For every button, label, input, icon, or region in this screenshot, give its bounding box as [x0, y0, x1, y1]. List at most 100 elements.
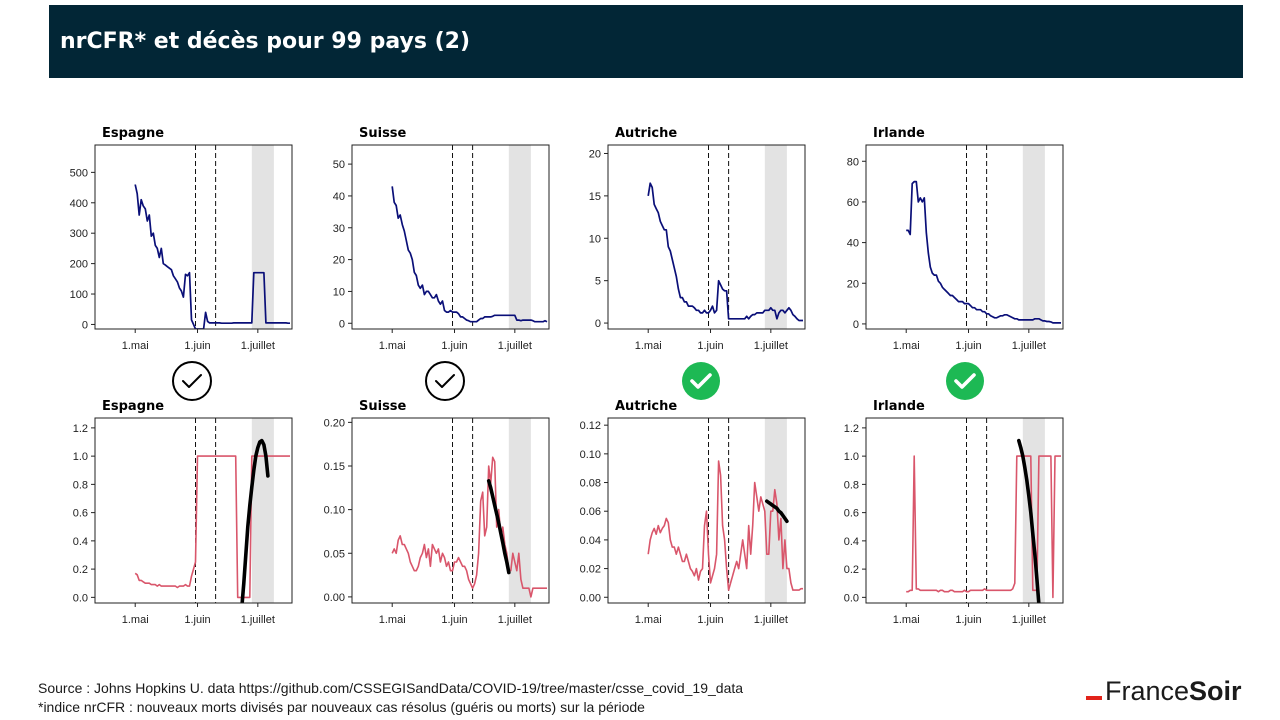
autriche-nrcfr-frame — [607, 417, 806, 604]
suisse-deaths-xtick-label: 1.juin — [441, 340, 467, 352]
check-circle-outline-icon-circle — [172, 361, 212, 401]
autriche-deaths-ytick-label: 5 — [595, 276, 601, 288]
irlande-nrcfr-xtick-label: 1.mai — [893, 614, 920, 626]
autriche-nrcfr-ytick-label: 0.00 — [580, 592, 601, 604]
suisse-nrcfr-title: Suisse — [359, 399, 407, 414]
check-circle-filled-icon-circle — [946, 362, 984, 400]
espagne-nrcfr-ytick-label: 1.0 — [73, 451, 88, 463]
irlande-nrcfr-trend-line — [1016, 438, 1041, 603]
check-circle-filled-icon — [946, 362, 984, 400]
logo-text-soir: Soir — [1189, 676, 1242, 706]
espagne-deaths-ytick-label: 500 — [70, 167, 88, 179]
irlande-deaths-ytick-label: 80 — [847, 156, 859, 168]
autriche-deaths-shaded-period — [764, 145, 787, 329]
autriche-nrcfr-chart: 0.00 0.02 0.04 0.06 0.08 0.10 0.12 1.mai 1.juin 1… — [580, 399, 806, 626]
espagne-deaths-ytick-label: 400 — [70, 198, 88, 210]
irlande-deaths-ytick-label: 0 — [853, 319, 859, 331]
slide-title: nrCFR* et décès pour 99 pays (2) — [60, 29, 471, 54]
suisse-deaths-ytick-label: 30 — [333, 223, 345, 235]
suisse-nrcfr-xtick-label: 1.juillet — [498, 614, 532, 626]
irlande-deaths-frame — [865, 144, 1064, 330]
autriche-nrcfr-shaded-period — [764, 418, 787, 603]
irlande-nrcfr-title: Irlande — [873, 399, 925, 414]
autriche-deaths-frame — [607, 144, 806, 330]
check-circle-outline-icon-tick — [182, 374, 202, 388]
suisse-nrcfr-ytick-label: 0.05 — [324, 548, 345, 560]
autriche-deaths-xtick-label: 1.juin — [697, 340, 723, 352]
irlande-nrcfr-ytick-label: 0.2 — [844, 564, 859, 576]
autriche-nrcfr-trend-line — [764, 499, 789, 524]
check-circle-outline-icon-tick — [435, 374, 455, 388]
espagne-deaths-xtick-label: 1.juillet — [241, 340, 275, 352]
espagne-deaths-ytick-label: 100 — [70, 289, 88, 301]
irlande-nrcfr-frame — [865, 417, 1064, 604]
espagne-deaths-chart: 0 100 200 300 400 500 1.mai 1.juin 1.juillet Espa… — [70, 126, 293, 352]
check-circle-filled-icon-tick — [690, 373, 712, 389]
espagne-nrcfr-title: Espagne — [102, 399, 164, 414]
check-circle-outline-icon — [425, 361, 465, 401]
autriche-nrcfr-title: Autriche — [615, 399, 677, 414]
irlande-nrcfr-xtick-label: 1.juillet — [1012, 614, 1046, 626]
autriche-deaths-title: Autriche — [615, 126, 677, 141]
irlande-deaths-xtick-label: 1.juin — [955, 340, 981, 352]
nrcfr-definition-note: *indice nrCFR : nouveaux morts divisés p… — [38, 699, 645, 715]
autriche-deaths-ytick-label: 15 — [589, 191, 601, 203]
espagne-deaths-xtick-label: 1.mai — [122, 340, 149, 352]
espagne-nrcfr-chart: 0.0 0.2 0.4 0.6 0.8 1.0 1.2 1.mai 1.juin 1.juille… — [73, 399, 293, 626]
francesoir-logo: FranceSoir — [1086, 676, 1276, 712]
check-circle-filled-icon-tick — [954, 373, 976, 389]
espagne-deaths-title: Espagne — [102, 126, 164, 141]
autriche-deaths-chart: 0 5 10 15 20 1.mai 1.juin 1.juillet Autriche — [589, 126, 806, 352]
slide-header: nrCFR* et décès pour 99 pays (2) — [49, 5, 1243, 78]
suisse-deaths-frame — [351, 144, 550, 330]
irlande-deaths-ytick-label: 60 — [847, 197, 859, 209]
autriche-nrcfr-ytick-label: 0.08 — [580, 478, 601, 490]
autriche-deaths-series-line — [647, 182, 803, 322]
autriche-nrcfr-ytick-label: 0.02 — [580, 564, 601, 576]
autriche-nrcfr-ytick-label: 0.06 — [580, 506, 601, 518]
irlande-nrcfr-shaded-period — [1022, 418, 1045, 603]
espagne-nrcfr-ytick-label: 1.2 — [73, 423, 88, 435]
irlande-nrcfr-series-line — [906, 455, 1061, 599]
suisse-nrcfr-ytick-label: 0.00 — [324, 592, 345, 604]
logo-text-france: France — [1105, 676, 1190, 706]
suisse-deaths-chart: 0 10 20 30 40 50 1.mai 1.juin 1.juillet Suisse — [333, 126, 550, 352]
suisse-nrcfr-frame — [351, 417, 550, 604]
autriche-deaths-ytick-label: 0 — [595, 318, 601, 330]
irlande-nrcfr-ytick-label: 0.6 — [844, 508, 859, 520]
espagne-deaths-xtick-label: 1.juin — [184, 340, 210, 352]
suisse-nrcfr-ytick-label: 0.20 — [324, 417, 345, 429]
espagne-nrcfr-trend-line — [240, 438, 270, 603]
irlande-deaths-xtick-label: 1.mai — [893, 340, 920, 352]
suisse-nrcfr-trend-line — [486, 478, 511, 575]
espagne-deaths-ytick-label: 300 — [70, 228, 88, 240]
irlande-nrcfr-ytick-label: 0.0 — [844, 592, 859, 604]
irlande-nrcfr-xtick-label: 1.juin — [955, 614, 981, 626]
espagne-nrcfr-ytick-label: 0.6 — [73, 508, 88, 520]
suisse-deaths-xtick-label: 1.juillet — [498, 340, 532, 352]
irlande-nrcfr-ytick-label: 1.0 — [844, 451, 859, 463]
espagne-nrcfr-ytick-label: 0.4 — [73, 536, 88, 548]
suisse-deaths-xtick-label: 1.mai — [379, 340, 406, 352]
autriche-nrcfr-xtick-label: 1.mai — [635, 614, 662, 626]
autriche-nrcfr-xtick-label: 1.juin — [697, 614, 723, 626]
espagne-nrcfr-xtick-label: 1.juillet — [241, 614, 275, 626]
suisse-nrcfr-xtick-label: 1.mai — [379, 614, 406, 626]
autriche-deaths-ytick-label: 10 — [589, 233, 601, 245]
irlande-nrcfr-ytick-label: 1.2 — [844, 423, 859, 435]
check-circle-filled-icon — [682, 362, 720, 400]
suisse-deaths-series-line — [391, 186, 548, 323]
autriche-nrcfr-ytick-label: 0.10 — [580, 449, 601, 461]
espagne-nrcfr-xtick-label: 1.mai — [122, 614, 149, 626]
espagne-deaths-shaded-period — [251, 145, 274, 329]
irlande-deaths-series-line — [906, 180, 1061, 324]
autriche-nrcfr-ytick-label: 0.12 — [580, 420, 601, 432]
espagne-deaths-ytick-label: 200 — [70, 259, 88, 271]
espagne-nrcfr-xtick-label: 1.juin — [184, 614, 210, 626]
suisse-deaths-title: Suisse — [359, 126, 407, 141]
espagne-nrcfr-ytick-label: 0.2 — [73, 564, 88, 576]
autriche-nrcfr-xtick-label: 1.juillet — [754, 614, 788, 626]
espagne-deaths-series-line — [134, 184, 290, 329]
suisse-deaths-shaded-period — [508, 145, 531, 329]
